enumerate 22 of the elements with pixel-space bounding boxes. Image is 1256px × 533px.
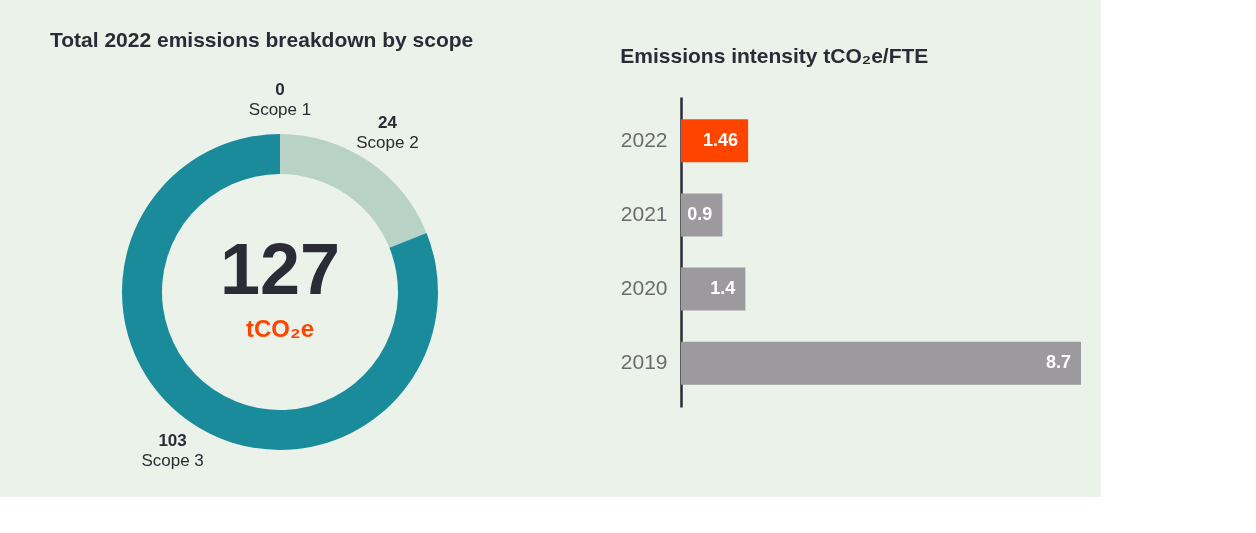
chart-title: Emissions intensity tCO₂e/FTE — [620, 44, 929, 67]
data-label: 1.46 — [703, 129, 739, 150]
text: 127 — [219, 229, 341, 309]
category-label: Scope 1 — [248, 100, 312, 119]
text: tCO₂e — [245, 315, 315, 342]
data-label: 8.7 — [1045, 352, 1071, 373]
donut-slice — [122, 134, 438, 450]
data-label: 1.4 — [710, 278, 736, 299]
bar — [681, 267, 746, 311]
bar — [681, 119, 749, 163]
y-tick-label: 2019 — [620, 350, 668, 374]
chart-title: Total 2022 emissions breakdown by scope — [50, 28, 474, 51]
text: 0 — [275, 80, 285, 99]
slice-label: Scope 3 — [141, 451, 204, 471]
data-label: 0.9 — [687, 203, 713, 224]
bar — [681, 341, 1081, 385]
data-label: 103 — [158, 431, 187, 451]
data-label: 24 — [377, 112, 398, 132]
y-tick-label: 2021 — [620, 201, 668, 225]
slice-label: Scope 2 — [356, 132, 419, 152]
y-tick-label: 2020 — [620, 276, 668, 300]
y-tick-label: 2022 — [620, 127, 668, 151]
